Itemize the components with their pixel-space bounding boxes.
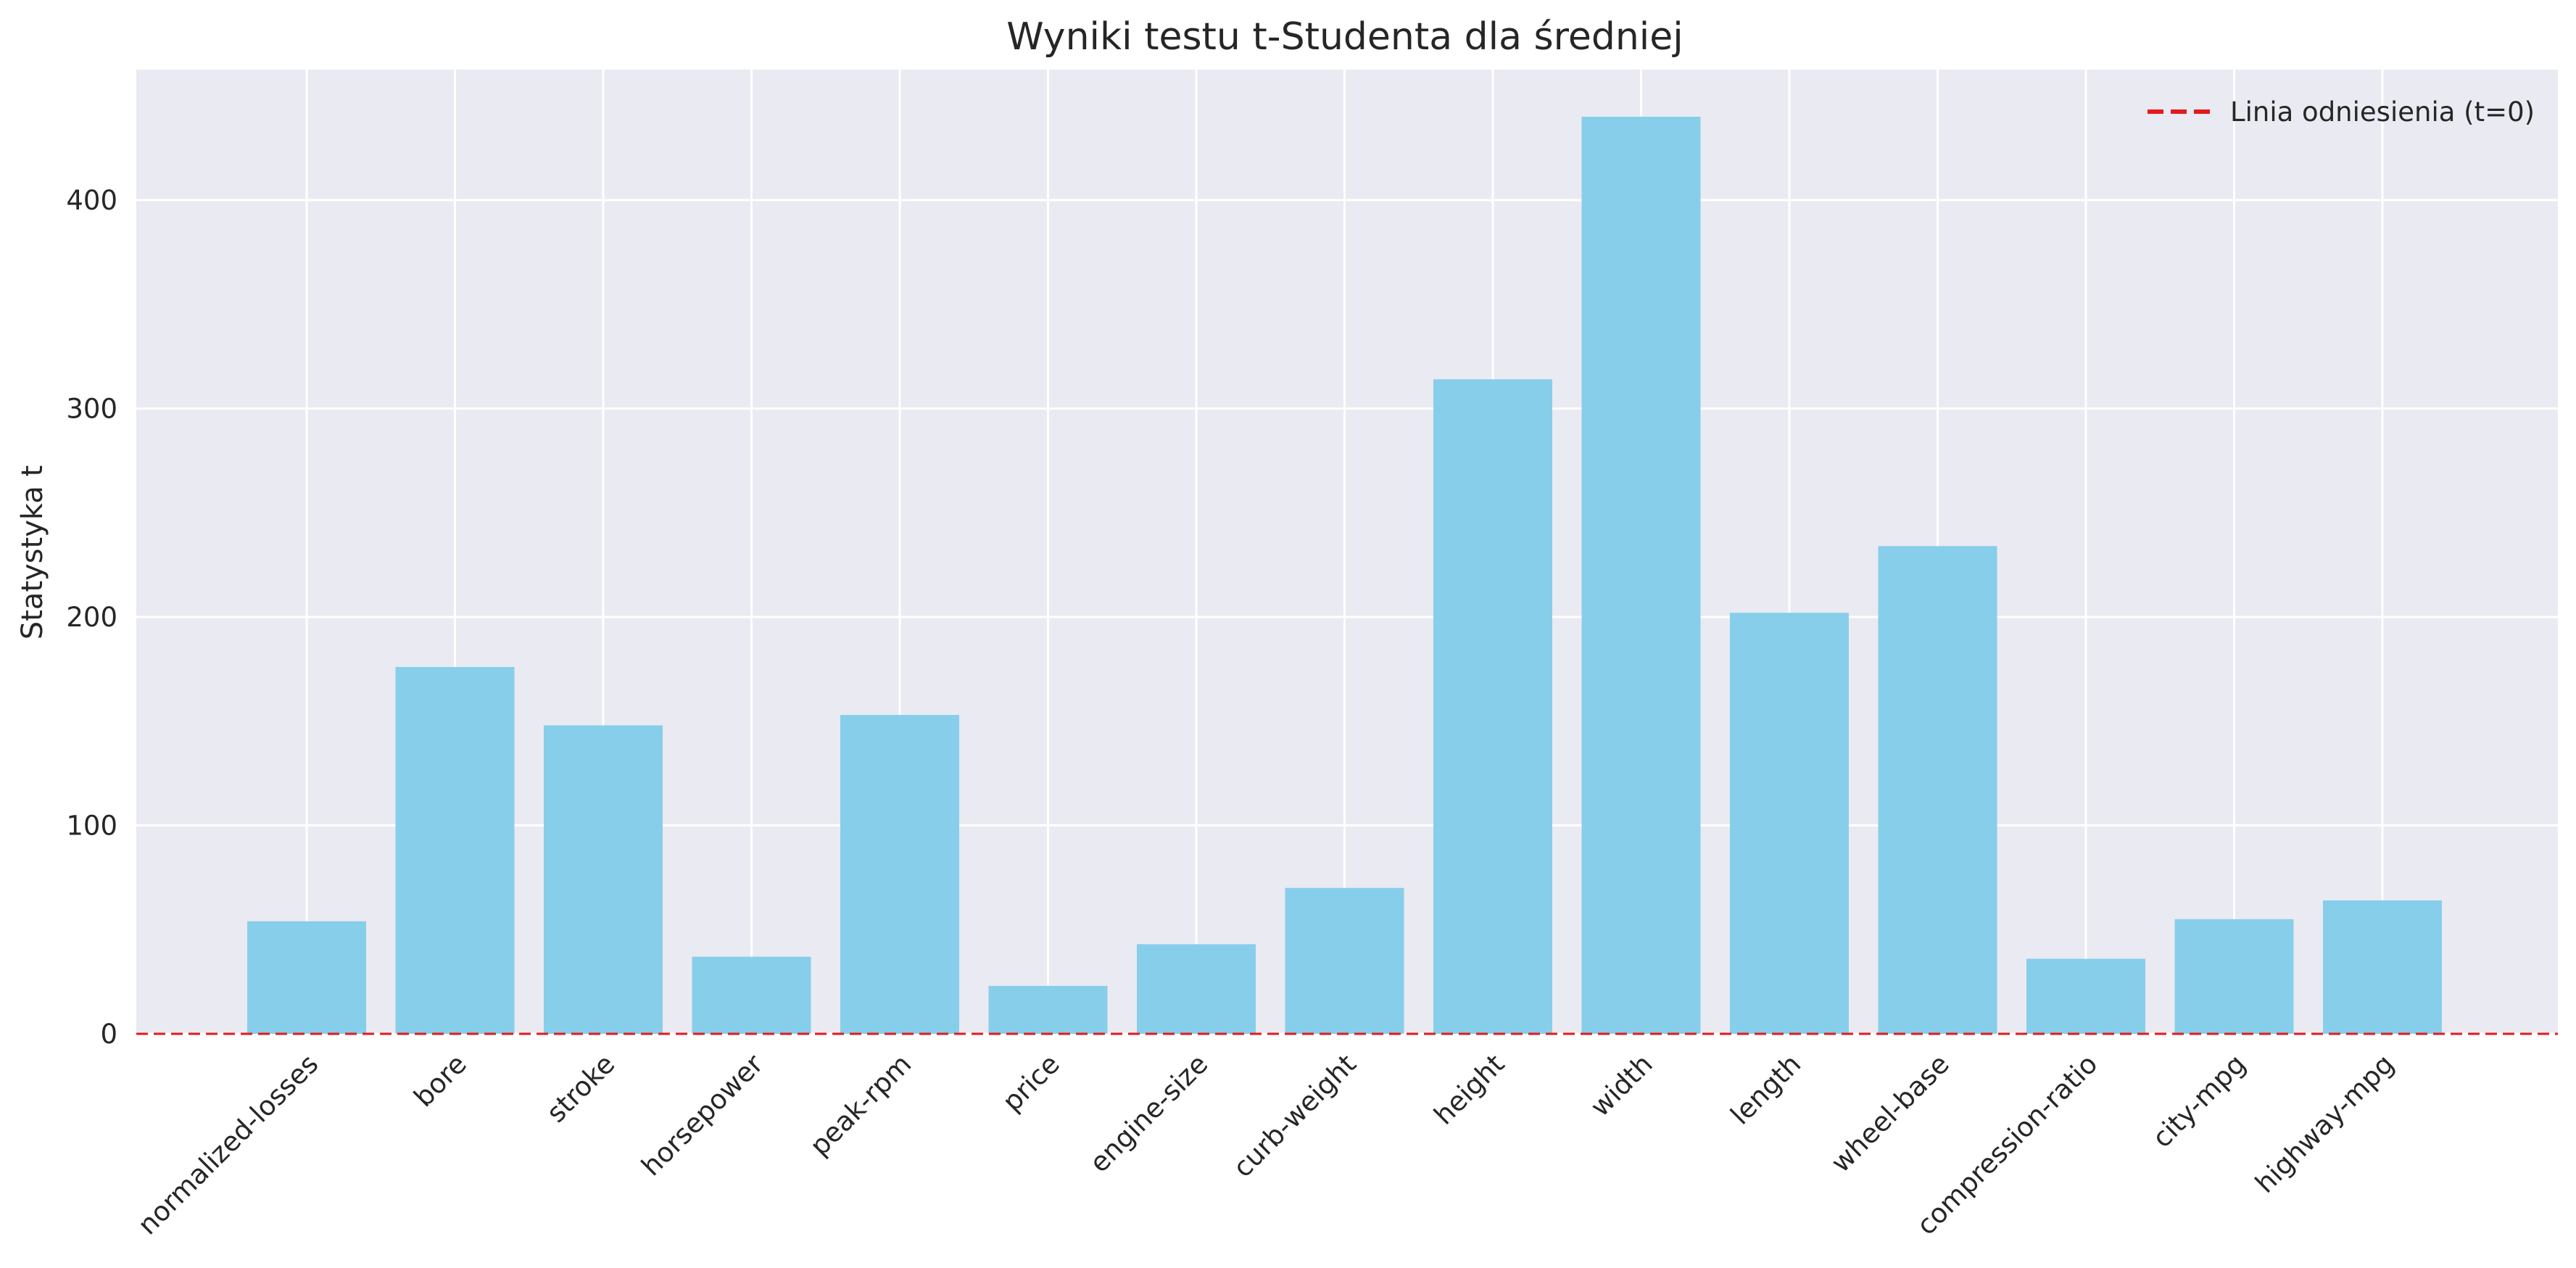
x-tick-label: length xyxy=(1725,1048,1807,1131)
bars xyxy=(247,117,2442,1034)
x-tick-label: city-mpg xyxy=(2146,1048,2251,1153)
x-tick-label: bore xyxy=(408,1048,473,1113)
bar-height xyxy=(1433,379,1552,1034)
x-tick-label: height xyxy=(1428,1048,1511,1131)
legend: Linia odniesienia (t=0) xyxy=(2148,96,2535,128)
legend-entry: Linia odniesienia (t=0) xyxy=(2230,96,2535,128)
bar-horsepower xyxy=(692,956,811,1034)
chart-title: Wyniki testu t-Studenta dla średniej xyxy=(1006,15,1683,59)
x-tick-label: wheel-base xyxy=(1825,1048,1955,1179)
x-tick-label: curb-weight xyxy=(1227,1048,1362,1183)
bar-wheel-base xyxy=(1878,546,1997,1034)
bar-length xyxy=(1730,613,1849,1034)
bar-peak-rpm xyxy=(840,715,959,1034)
plot-area xyxy=(136,70,2558,1034)
bar-engine-size xyxy=(1137,944,1256,1034)
bar-city-mpg xyxy=(2174,919,2294,1034)
bar-stroke xyxy=(544,725,663,1034)
x-tick-label: peak-rpm xyxy=(804,1048,918,1162)
x-tick-label: stroke xyxy=(541,1048,621,1129)
bar-bore xyxy=(395,667,515,1034)
y-tick-label: 0 xyxy=(100,1019,117,1050)
y-tick-label: 100 xyxy=(66,811,117,842)
bar-normalized-losses xyxy=(247,921,366,1034)
x-tick-label: normalized-losses xyxy=(132,1048,324,1240)
x-tick-label: highway-mpg xyxy=(2249,1048,2400,1199)
y-tick-label: 300 xyxy=(66,394,117,425)
x-tick-labels: normalized-losses bore stroke horsepower pea… xyxy=(132,1048,2400,1241)
y-axis-label: Statystyka t xyxy=(16,465,49,640)
bar-price xyxy=(988,985,1108,1034)
x-tick-label: price xyxy=(996,1048,1066,1118)
y-tick-label: 400 xyxy=(66,185,117,216)
bar-width xyxy=(1581,117,1701,1034)
bar-compression-ratio xyxy=(2026,958,2145,1034)
x-tick-label: engine-size xyxy=(1084,1048,1214,1179)
y-tick-label: 200 xyxy=(66,602,117,633)
bar-highway-mpg xyxy=(2323,900,2442,1034)
y-tick-labels: 0 100 200 300 400 xyxy=(66,185,117,1050)
x-tick-label: horsepower xyxy=(636,1048,770,1182)
x-tick-label: width xyxy=(1584,1048,1659,1123)
bar-curb-weight xyxy=(1285,887,1404,1034)
